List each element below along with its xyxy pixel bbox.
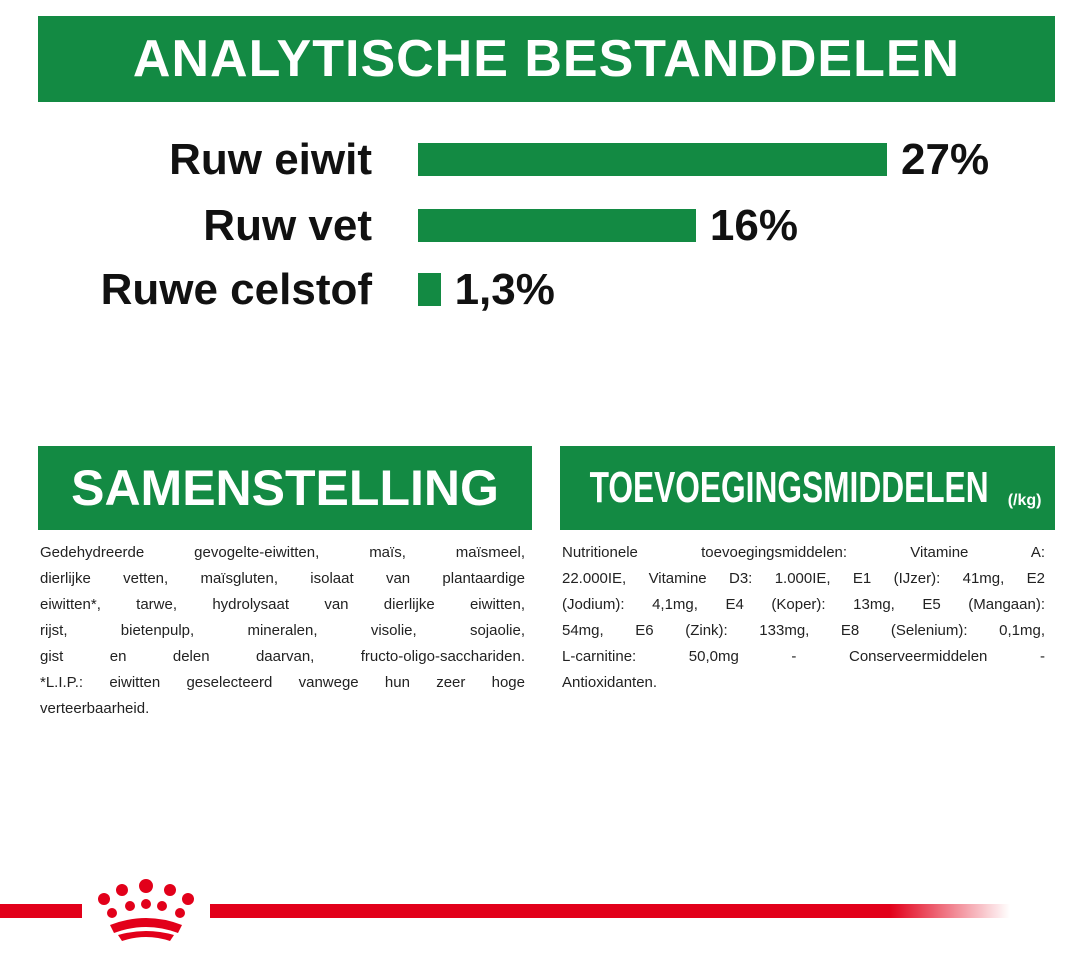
text-line: 54mg, E6 (Zink): 133mg, E8 (Selenium): 0…: [562, 622, 1045, 639]
text-line: 22.000IE, Vitamine D3: 1.000IE, E1 (IJze…: [562, 570, 1045, 587]
text-line: dierlijke vetten, maïsgluten, isolaat va…: [40, 570, 525, 587]
text-line: rijst, bietenpulp, mineralen, visolie, s…: [40, 622, 525, 639]
section-banner: SAMENSTELLING: [38, 446, 532, 530]
brand-line: [0, 904, 82, 918]
text-line: Antioxidanten.: [562, 674, 658, 691]
text-line: *L.I.P.: eiwitten geselecteerd vanwege h…: [40, 674, 525, 691]
section-text: Gedehydreerde gevogelte-eiwitten, maïs, …: [40, 540, 525, 722]
brand-footer: [0, 879, 1010, 941]
section-title: SAMENSTELLING: [71, 460, 499, 516]
bar: [418, 143, 887, 176]
category-label: Ruwe celstof: [100, 265, 372, 314]
text-line: Nutritionele toevoegingsmiddelen: Vitami…: [562, 544, 1045, 561]
text-line: gist en delen daarvan, fructo-oligo-sacc…: [40, 648, 525, 665]
text-line: Gedehydreerde gevogelte-eiwitten, maïs, …: [40, 544, 525, 561]
category-label: Ruw eiwit: [169, 135, 372, 184]
section-title-suffix: (/kg): [1007, 492, 1042, 509]
category-label: Ruw vet: [203, 201, 372, 250]
brand-line: [210, 904, 1010, 918]
bar: [418, 209, 696, 242]
value-label: 27%: [901, 135, 990, 184]
section-title: TOEVOEGINGSMIDDELEN: [589, 463, 989, 512]
text-line: L-carnitine: 50,0mg - Conserveermiddelen…: [562, 648, 1045, 665]
bar: [418, 273, 441, 306]
value-label: 1,3%: [454, 265, 555, 314]
title-banner: ANALYTISCHE BESTANDDELEN: [38, 16, 1055, 102]
crown-logo: [98, 879, 194, 941]
value-label: 16%: [709, 201, 798, 250]
text-line: (Jodium): 4,1mg, E4 (Koper): 13mg, E5 (M…: [562, 596, 1045, 613]
section-banner: TOEVOEGINGSMIDDELEN (/kg): [560, 446, 1055, 530]
text-line: verteerbaarheid.: [40, 700, 150, 717]
section-text: Nutritionele toevoegingsmiddelen: Vitami…: [562, 540, 1045, 696]
title: ANALYTISCHE BESTANDDELEN: [132, 30, 961, 88]
text-line: eiwitten*, tarwe, hydrolysaat van dierli…: [40, 596, 525, 613]
